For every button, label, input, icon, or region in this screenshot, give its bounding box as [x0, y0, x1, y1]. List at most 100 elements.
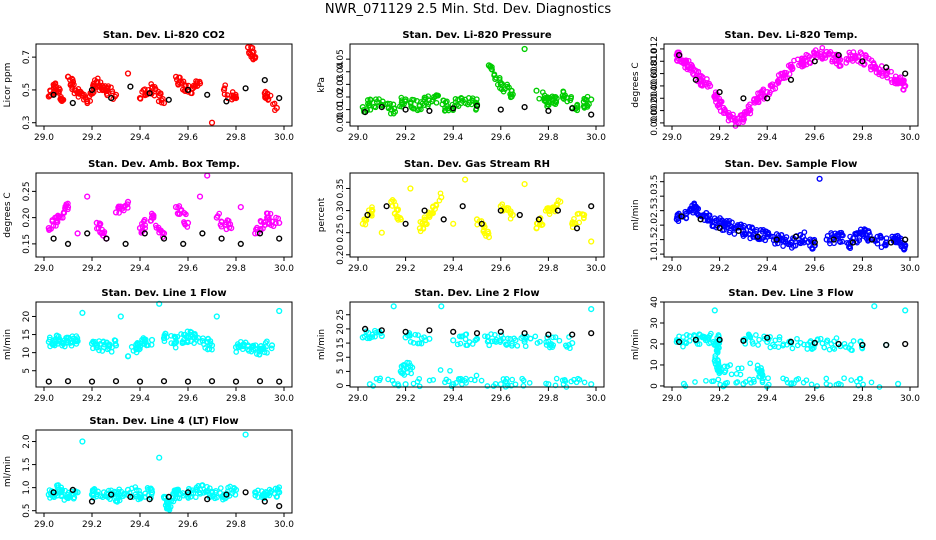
data-point: [127, 493, 134, 501]
series-black: [50, 230, 283, 248]
panel-title: Stan. Dev. Line 3 Flow: [728, 288, 853, 299]
data-point: [859, 341, 866, 349]
data-point: [738, 365, 745, 372]
data-point: [161, 338, 168, 345]
data-point: [754, 233, 761, 240]
data-point: [804, 346, 811, 352]
data-point: [778, 70, 784, 77]
x-tick-label: 30.0: [900, 394, 920, 404]
data-point: [437, 367, 444, 373]
y-tick-label: 0.5: [22, 504, 32, 518]
data-point: [891, 78, 898, 84]
data-point: [724, 363, 731, 370]
data-point: [696, 341, 703, 347]
data-point: [801, 341, 807, 348]
data-point: [184, 489, 192, 496]
data-point: [754, 366, 761, 373]
data-point: [450, 328, 457, 335]
data-point: [369, 334, 376, 340]
data-point: [830, 344, 836, 351]
data-point: [521, 330, 528, 337]
data-point: [108, 348, 115, 355]
data-point: [713, 224, 720, 231]
data-point: [687, 64, 695, 71]
data-point: [509, 211, 516, 219]
panel-6: Stan. Dev. Sample Flow 29.0 29.2 29.4 29.6 29…: [631, 159, 920, 274]
data-point: [362, 108, 369, 116]
panel-title: Stan. Dev. Line 1 Flow: [101, 288, 226, 299]
data-point: [478, 377, 485, 384]
data-point: [764, 88, 771, 96]
data-point: [842, 344, 849, 350]
data-point: [394, 215, 401, 222]
data-point: [539, 221, 546, 228]
data-point: [265, 96, 272, 103]
data-point: [165, 493, 172, 501]
data-point: [88, 491, 96, 498]
y-tick-label: 2.5: [650, 203, 660, 217]
data-point: [883, 64, 890, 71]
data-point: [45, 378, 52, 385]
data-point: [862, 226, 869, 233]
plot-frame: [35, 43, 293, 127]
data-point: [184, 86, 192, 94]
data-point: [849, 239, 857, 246]
data-point: [485, 234, 493, 241]
y-tick-label: 0.006: [650, 73, 660, 99]
x-tick-label: 29.8: [226, 133, 246, 143]
x-tick-label: 29.0: [348, 264, 368, 274]
plot-frame: [663, 301, 919, 388]
data-point: [715, 376, 722, 383]
data-point: [136, 94, 144, 102]
data-point: [397, 216, 404, 223]
data-point: [242, 431, 249, 438]
data-point: [256, 230, 264, 237]
data-point: [871, 236, 878, 243]
data-point: [717, 108, 724, 114]
data-point: [462, 336, 469, 343]
data-point: [502, 378, 509, 385]
data-point: [902, 307, 909, 314]
data-point: [485, 62, 493, 69]
data-point: [416, 383, 423, 390]
data-point: [682, 339, 688, 345]
data-point: [217, 485, 224, 491]
data-point: [702, 213, 709, 220]
data-point: [256, 345, 264, 353]
data-point: [680, 343, 686, 350]
y-tick-label: 0.04: [336, 61, 346, 81]
y-tick-label: 15: [22, 329, 32, 340]
data-point: [799, 233, 807, 240]
data-point: [516, 211, 523, 219]
panel-title: Stan. Dev. Sample Flow: [725, 159, 858, 170]
data-point: [853, 378, 860, 385]
data-point: [505, 382, 511, 389]
data-point: [859, 55, 866, 62]
data-point: [787, 338, 795, 346]
data-point: [160, 235, 168, 242]
data-point: [497, 207, 504, 214]
y-tick-label: 0.012: [650, 36, 660, 62]
data-point: [673, 51, 680, 59]
data-point: [433, 99, 440, 106]
data-point: [192, 494, 199, 501]
data-point: [902, 82, 909, 90]
y-axis-label: ml/min: [3, 329, 13, 360]
data-point: [755, 96, 762, 103]
data-point: [692, 379, 698, 385]
data-point: [137, 343, 144, 350]
data-point: [213, 214, 220, 221]
data-point: [677, 58, 683, 65]
data-point: [733, 370, 740, 377]
data-point: [229, 89, 236, 95]
data-point: [794, 342, 801, 349]
data-point: [747, 101, 753, 108]
data-point: [176, 495, 183, 502]
data-point: [421, 214, 428, 221]
data-point: [850, 338, 857, 344]
x-tick-label: 29.8: [852, 394, 872, 404]
data-point: [232, 486, 240, 494]
x-tick-label: 29.0: [662, 394, 682, 404]
data-point: [454, 341, 461, 348]
